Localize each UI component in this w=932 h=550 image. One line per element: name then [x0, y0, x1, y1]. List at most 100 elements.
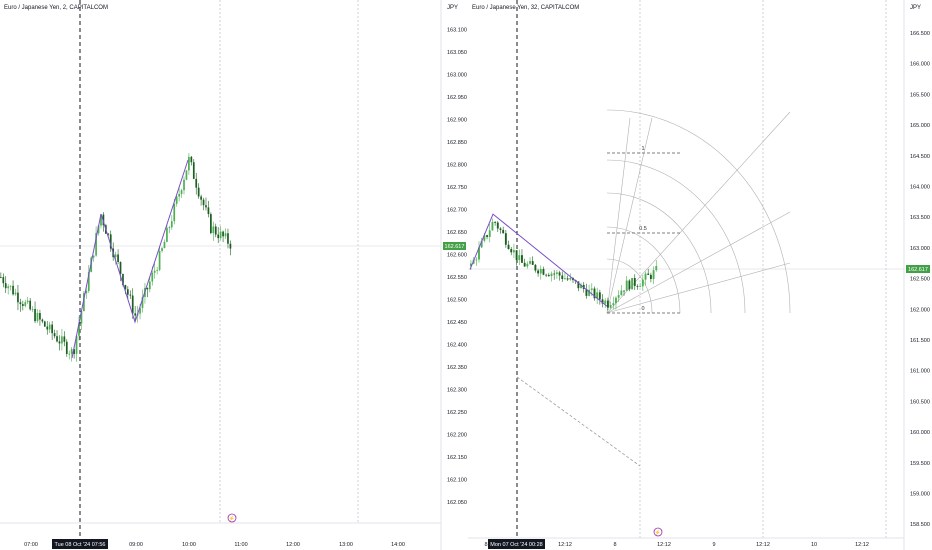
candle-body — [512, 250, 515, 253]
candle-body — [526, 263, 529, 267]
left-price-axis[interactable]: 163.100 163.050 163.000 162.950 162.900 162.8… — [447, 28, 467, 507]
right-event-badge[interactable]: ⚡ — [653, 527, 663, 537]
price-tick-label: 162.900 — [447, 118, 467, 124]
candle-body — [85, 291, 88, 294]
candle-body — [70, 349, 73, 354]
time-tick-label: 10:00 — [182, 542, 196, 548]
right-chart-title: Euro / Japanese Yen, 32, CAPITALCOM — [472, 5, 579, 11]
left-crosshair-time: Tue 08 Oct '24 07:56 — [55, 542, 106, 548]
candle-body — [122, 274, 124, 285]
right-chart-pane[interactable]: Euro / Japanese Yen, 32, CAPITALCOM JPY … — [468, 0, 930, 550]
candle-body — [175, 196, 178, 204]
left-event-badge[interactable]: ⚡ — [227, 513, 237, 523]
candle-body — [523, 262, 526, 267]
candle-body — [601, 299, 604, 304]
candle-body — [499, 228, 502, 230]
right-event-circle — [653, 527, 663, 537]
fib-speed-arcs[interactable] — [606, 109, 791, 314]
right-price-axis[interactable]: 166.500 166.000 165.500 165.000 164.500 164.0… — [910, 31, 930, 528]
time-tick-label: 12:12 — [756, 542, 770, 548]
price-tick-label: 163.000 — [910, 246, 930, 252]
left-time-axis[interactable]: 07:00 09:00 10:00 11:00 12:00 13:00 14:00 — [24, 542, 405, 548]
candle-body — [34, 309, 36, 322]
candle-body — [219, 231, 222, 239]
candle-body — [9, 285, 12, 287]
candle-body — [92, 255, 95, 258]
price-tick-label: 166.000 — [910, 62, 930, 68]
candle-body — [124, 284, 127, 290]
candle-body — [470, 263, 472, 267]
time-tick-label: 12:00 — [286, 542, 300, 548]
candle-body — [210, 214, 212, 234]
right-event-icon: ⚡ — [655, 529, 661, 536]
left-chart-title: Euro / Japanese Yen, 2, CAPITALCOM — [4, 5, 108, 11]
candle-body — [19, 302, 22, 305]
price-tick-label: 162.200 — [447, 433, 467, 439]
left-zigzag-line[interactable] — [71, 159, 189, 359]
left-plot-area[interactable] — [0, 0, 441, 523]
candle-body — [87, 272, 90, 292]
candle-body — [518, 255, 521, 261]
right-time-axis[interactable]: 8 12:12 8 12:12 9 12:12 10 12:12 — [484, 542, 868, 548]
price-tick-label: 162.000 — [910, 307, 930, 313]
candle-body — [178, 193, 180, 197]
candle-body — [58, 341, 61, 344]
candle-body — [510, 248, 513, 253]
price-tick-label: 163.000 — [447, 73, 467, 79]
candle-body — [550, 273, 553, 277]
candle-body — [515, 250, 518, 261]
candle-body — [577, 281, 580, 289]
fib-fan-line-4 — [606, 117, 653, 314]
candle-body — [41, 319, 44, 322]
fib-levels[interactable] — [607, 152, 680, 314]
fib-arc-3 — [606, 192, 712, 314]
projection-dashed-line[interactable] — [516, 376, 641, 467]
candle-body — [7, 286, 10, 289]
candle-body — [192, 162, 195, 179]
candle-body — [555, 272, 558, 274]
candle-body — [158, 251, 161, 270]
candle-body — [224, 233, 227, 237]
candle-body — [488, 230, 491, 237]
candle-body — [14, 292, 17, 295]
candle-body — [649, 274, 652, 279]
candle-body — [620, 290, 623, 296]
candle-body — [73, 349, 75, 354]
candle-body — [212, 226, 215, 234]
right-zigzag-line[interactable] — [469, 213, 608, 307]
candle-body — [606, 300, 609, 308]
fib-arc-4 — [606, 226, 681, 314]
price-tick-label: 159.000 — [910, 492, 930, 498]
left-crosshair-time-badge — [52, 539, 108, 549]
candle-body — [217, 234, 220, 239]
candle-body — [139, 308, 141, 314]
candle-body — [641, 279, 644, 287]
candle-body — [480, 240, 483, 248]
candle-body — [61, 336, 63, 344]
left-currency-label: JPY — [447, 5, 458, 11]
candle-body — [56, 336, 58, 342]
fib-level-05-label: 0.5 — [639, 226, 647, 232]
price-tick-label: 159.500 — [910, 461, 930, 467]
price-tick-label: 162.650 — [447, 230, 467, 236]
candle-body — [615, 297, 617, 304]
candle-body — [53, 333, 56, 337]
candle-body — [542, 268, 545, 275]
candle-body — [639, 286, 642, 288]
fib-level-1-label: 1 — [641, 146, 644, 152]
candle-body — [504, 233, 507, 245]
candle-body — [26, 300, 29, 303]
candle-body — [161, 248, 163, 252]
candle-body — [166, 227, 168, 242]
left-chart-pane[interactable]: Euro / Japanese Yen, 2, CAPITALCOM JPY ⚡… — [0, 0, 467, 550]
time-tick-label: 07:00 — [24, 542, 38, 548]
candle-body — [17, 292, 19, 303]
candle-body — [604, 300, 607, 304]
candle-body — [566, 278, 569, 280]
price-tick-label: 164.000 — [910, 185, 930, 191]
candle-body — [491, 222, 494, 231]
candle-body — [537, 270, 540, 274]
candle-body — [631, 277, 634, 290]
candle-body — [97, 225, 100, 234]
candle-body — [202, 199, 205, 206]
